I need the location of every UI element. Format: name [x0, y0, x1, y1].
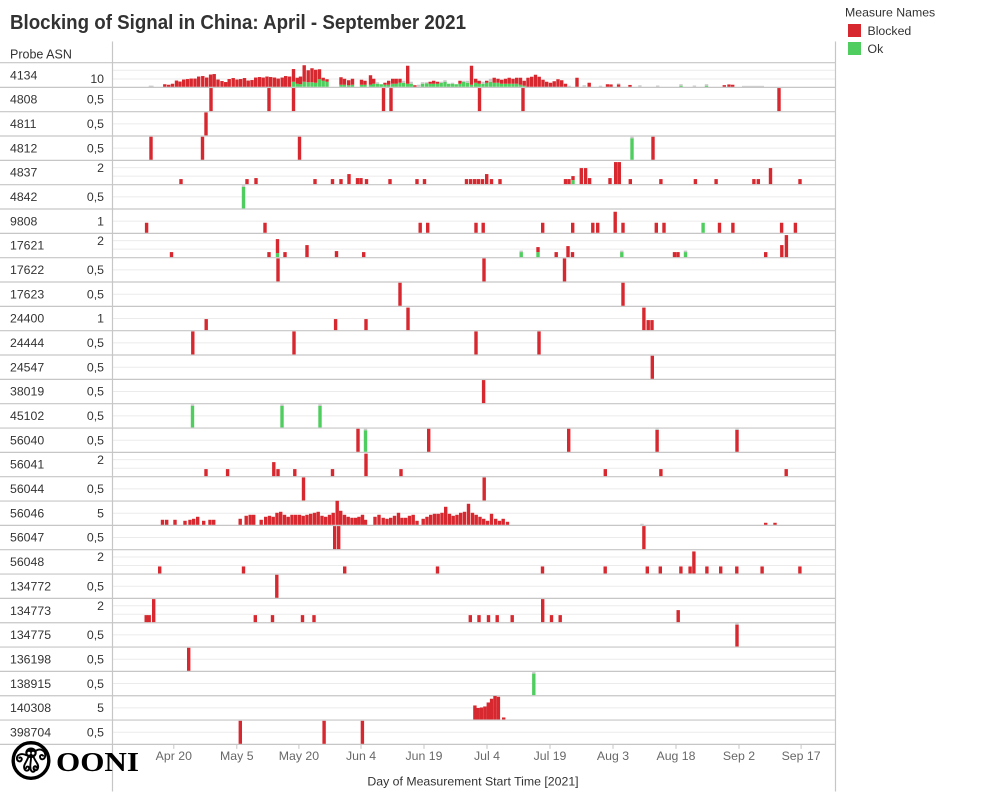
svg-text:134775: 134775	[10, 628, 51, 642]
svg-text:Apr 20: Apr 20	[156, 749, 192, 763]
svg-text:Aug 3: Aug 3	[597, 749, 629, 763]
svg-text:4811: 4811	[10, 117, 37, 131]
svg-text:Day of Measurement Start Time: Day of Measurement Start Time [2021]	[367, 775, 578, 789]
svg-text:0,5: 0,5	[87, 93, 104, 107]
svg-text:0,5: 0,5	[87, 531, 104, 545]
svg-text:24444: 24444	[10, 336, 44, 350]
svg-text:4134: 4134	[10, 68, 38, 82]
svg-text:56040: 56040	[10, 433, 44, 447]
svg-text:0,5: 0,5	[87, 725, 104, 739]
svg-text:2: 2	[97, 599, 104, 613]
svg-text:0,5: 0,5	[87, 579, 104, 593]
svg-text:0,5: 0,5	[87, 360, 104, 374]
svg-text:24547: 24547	[10, 360, 44, 374]
svg-text:Blocking of Signal in China: A: Blocking of Signal in China: April - Sep…	[10, 11, 466, 34]
svg-text:138915: 138915	[10, 677, 51, 691]
svg-text:Jun 19: Jun 19	[406, 749, 443, 763]
svg-text:0,5: 0,5	[87, 677, 104, 691]
svg-text:1: 1	[97, 214, 104, 228]
svg-text:Jul 19: Jul 19	[534, 749, 567, 763]
svg-text:4812: 4812	[10, 141, 38, 155]
svg-text:45102: 45102	[10, 409, 44, 423]
svg-text:Ok: Ok	[868, 42, 885, 56]
svg-text:0,5: 0,5	[87, 141, 104, 155]
svg-text:136198: 136198	[10, 652, 51, 666]
svg-text:4808: 4808	[10, 93, 38, 107]
svg-text:5: 5	[97, 701, 104, 715]
svg-text:24400: 24400	[10, 312, 44, 326]
svg-text:May 5: May 5	[220, 749, 254, 763]
svg-text:9808: 9808	[10, 214, 38, 228]
svg-text:Jun 4: Jun 4	[346, 749, 376, 763]
svg-text:0,5: 0,5	[87, 287, 104, 301]
svg-text:Jul 4: Jul 4	[474, 749, 500, 763]
svg-text:0,5: 0,5	[87, 628, 104, 642]
svg-text:17623: 17623	[10, 287, 44, 301]
svg-text:1: 1	[97, 312, 104, 326]
svg-text:56048: 56048	[10, 555, 44, 569]
svg-text:2: 2	[97, 161, 104, 175]
svg-text:56047: 56047	[10, 531, 44, 545]
svg-text:0,5: 0,5	[87, 433, 104, 447]
svg-text:4837: 4837	[10, 166, 38, 180]
svg-text:5: 5	[97, 506, 104, 520]
svg-text:0,5: 0,5	[87, 336, 104, 350]
svg-text:OONI: OONI	[56, 747, 139, 777]
svg-text:Blocked: Blocked	[868, 24, 912, 38]
svg-text:Sep 17: Sep 17	[782, 749, 821, 763]
svg-text:Measure Names: Measure Names	[845, 6, 935, 20]
svg-text:38019: 38019	[10, 385, 44, 399]
svg-text:0,5: 0,5	[87, 652, 104, 666]
svg-text:2: 2	[97, 234, 104, 248]
svg-text:0,5: 0,5	[87, 385, 104, 399]
svg-text:0,5: 0,5	[87, 409, 104, 423]
svg-text:4842: 4842	[10, 190, 38, 204]
svg-text:Probe ASN: Probe ASN	[10, 48, 72, 62]
svg-text:Sep 2: Sep 2	[723, 749, 755, 763]
svg-text:May 20: May 20	[279, 749, 319, 763]
svg-text:0,5: 0,5	[87, 117, 104, 131]
svg-text:140308: 140308	[10, 701, 51, 715]
svg-text:Aug 18: Aug 18	[657, 749, 696, 763]
svg-text:56041: 56041	[10, 458, 44, 472]
svg-text:134773: 134773	[10, 604, 51, 618]
svg-text:0,5: 0,5	[87, 263, 104, 277]
svg-text:17622: 17622	[10, 263, 44, 277]
svg-text:0,5: 0,5	[87, 482, 104, 496]
svg-text:134772: 134772	[10, 579, 51, 593]
svg-text:0,5: 0,5	[87, 190, 104, 204]
svg-text:2: 2	[97, 453, 104, 467]
svg-text:56046: 56046	[10, 506, 44, 520]
svg-text:2: 2	[97, 550, 104, 564]
svg-text:398704: 398704	[10, 725, 51, 739]
svg-text:56044: 56044	[10, 482, 44, 496]
svg-text:17621: 17621	[10, 239, 44, 253]
svg-text:10: 10	[90, 72, 104, 86]
